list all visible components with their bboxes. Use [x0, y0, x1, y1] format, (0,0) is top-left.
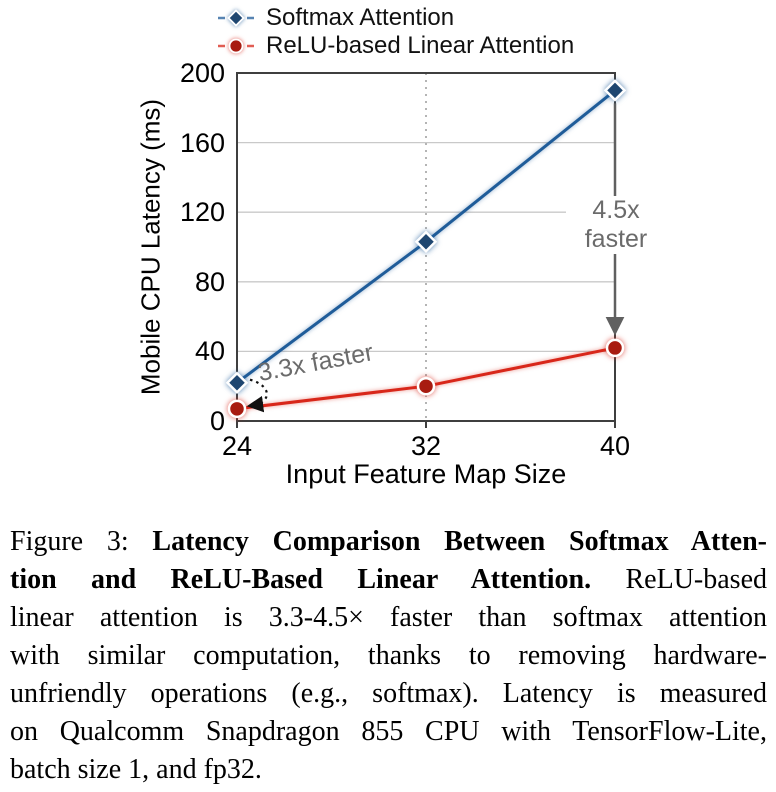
- y-tick-label: 80: [194, 266, 225, 297]
- chart-legend: Softmax Attention ReLU-based Linear Atte…: [214, 4, 574, 60]
- caption-line: unfriendly operations (e.g., softmax). L…: [10, 675, 767, 713]
- data-point-series1-x32: [416, 376, 436, 396]
- caption-text-bold: tion and ReLU-Based Linear Attention.: [10, 564, 592, 595]
- data-point-series0-x24: [225, 371, 249, 394]
- dotted-curved-arrow: [246, 378, 268, 413]
- legend-label-softmax: Softmax Attention: [266, 4, 455, 31]
- caption-line: tion and ReLU-Based Linear Attention. Re…: [10, 561, 767, 599]
- annotation-4-5x-faster: 4.5x faster: [566, 196, 666, 254]
- caption-line: batch size 1, and fp32.: [10, 751, 767, 789]
- x-tick-label: 32: [410, 431, 442, 461]
- caption-text-regular: batch size 1, and fp32.: [10, 754, 262, 785]
- caption-text-regular: with similar computation, thanks to remo…: [10, 640, 767, 671]
- y-tick-label: 0: [209, 406, 225, 436]
- y-tick-label: 160: [179, 127, 225, 158]
- legend-label-relu: ReLU-based Linear Attention: [266, 32, 575, 59]
- data-point-series1-x24: [227, 399, 247, 419]
- y-tick-label: 200: [179, 58, 225, 88]
- caption-line: with similar computation, thanks to remo…: [10, 637, 767, 675]
- caption-line: Figure 3: Latency Comparison Between Sof…: [10, 523, 767, 561]
- x-tick-label: 40: [599, 431, 631, 461]
- legend-item-softmax: Softmax Attention: [214, 4, 574, 32]
- figure-caption: Figure 3: Latency Comparison Between Sof…: [10, 523, 767, 789]
- legend-marker-diamond-icon: [218, 9, 254, 27]
- legend-marker-circle-icon: [218, 38, 254, 54]
- data-point-series0-x40: [603, 79, 627, 102]
- y-tick-label: 120: [179, 197, 225, 228]
- caption-text-regular: on Qualcomm Snapdragon 855 CPU with Tens…: [10, 716, 767, 747]
- x-tick-label: 24: [221, 431, 253, 461]
- y-tick-label: 40: [194, 336, 225, 367]
- x-axis-label: Input Feature Map Size: [285, 459, 567, 489]
- legend-item-relu: ReLU-based Linear Attention: [214, 32, 574, 60]
- caption-text-regular: unfriendly operations (e.g., softmax). L…: [10, 678, 767, 709]
- data-point-series0-x32: [414, 230, 438, 254]
- caption-text-regular: ReLU-based: [591, 564, 767, 595]
- y-axis-label: Mobile CPU Latency (ms): [135, 98, 166, 396]
- caption-text-regular: linear attention is 3.3-4.5× faster than…: [10, 602, 767, 633]
- data-point-series1-x40: [605, 338, 625, 358]
- caption-line: linear attention is 3.3-4.5× faster than…: [10, 599, 767, 637]
- latency-comparison-chart: Softmax Attention ReLU-based Linear Atte…: [135, 4, 666, 489]
- caption-line: on Qualcomm Snapdragon 855 CPU with Tens…: [10, 713, 767, 751]
- caption-text-regular: Figure 3:: [10, 526, 153, 557]
- caption-text-bold: Latency Comparison Between Softmax Atten…: [152, 526, 767, 557]
